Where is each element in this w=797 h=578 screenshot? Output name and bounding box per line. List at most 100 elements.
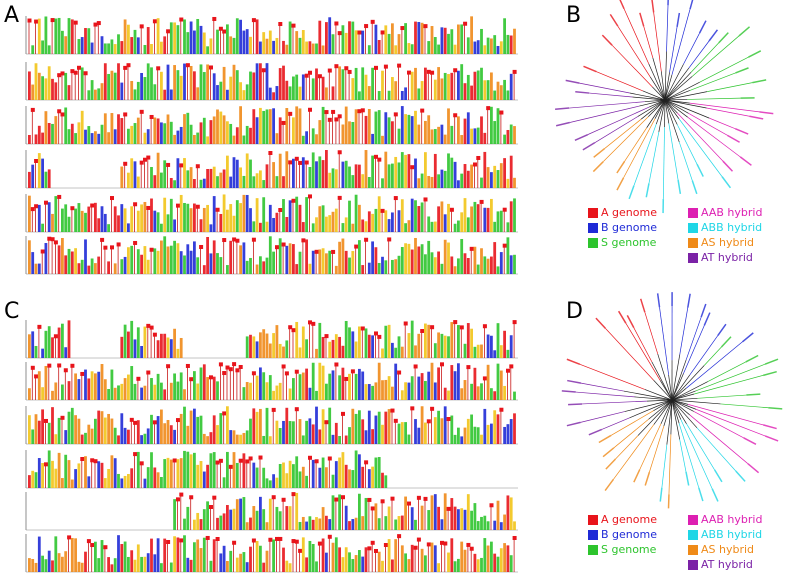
logo-letter (77, 203, 81, 232)
logo-cap (294, 539, 299, 544)
logo-letter (70, 407, 74, 444)
tree-branch (664, 72, 670, 101)
logo-letter (176, 381, 180, 400)
logo-letter (193, 30, 196, 54)
tree-branch (644, 99, 666, 103)
logo-letter (427, 216, 431, 232)
logo-cap (397, 370, 402, 375)
logo-letter (100, 364, 104, 400)
logo-letter (113, 458, 117, 488)
logo-letter (97, 218, 101, 232)
logo-letter (249, 517, 252, 530)
logo-letter (64, 107, 68, 144)
logo-cap (440, 540, 444, 545)
logo-cap (281, 242, 286, 247)
logo-cap (179, 17, 184, 22)
tree-branch (720, 403, 769, 409)
logo-cap (506, 368, 510, 373)
logo-letter (193, 71, 196, 100)
logo-letter (47, 422, 51, 444)
logo-letter (354, 30, 358, 54)
logo-letter (173, 373, 176, 400)
logo-letter (133, 559, 137, 572)
logo-letter (249, 418, 252, 444)
logo-letter (143, 326, 147, 358)
legend-swatch (688, 530, 698, 540)
logo-letter (67, 411, 71, 444)
logo-letter (453, 161, 457, 188)
legend-label: AAB hybrid (701, 513, 762, 526)
tree-branch (697, 394, 747, 399)
logo-letter (265, 63, 269, 100)
logo-cap (96, 21, 101, 26)
logo-cap (67, 535, 72, 540)
logo-cap (308, 455, 312, 460)
logo-letter (480, 177, 483, 188)
logo-cap (416, 537, 421, 542)
logo-letter (506, 495, 510, 530)
logo-cap (248, 456, 253, 461)
logo-letter (54, 468, 58, 488)
logo-letter (298, 347, 302, 358)
logo-letter (440, 27, 444, 54)
logo-letter (186, 244, 190, 274)
logo-letter (513, 177, 516, 188)
logo-cap (291, 539, 296, 544)
logo-letter (493, 520, 497, 530)
logo-cap (258, 455, 263, 460)
logo-cap (327, 456, 332, 461)
logo-letter (384, 112, 388, 144)
logo-letter (334, 422, 338, 444)
logo-letter (41, 132, 44, 144)
tree-leaf-label (734, 128, 749, 135)
logo-cap (40, 249, 45, 254)
logo-letter (311, 128, 315, 144)
logo-letter (37, 125, 41, 144)
logo-cap (314, 459, 319, 464)
legend-swatch (588, 545, 598, 555)
logo-letter (34, 562, 38, 572)
logo-letter (123, 256, 127, 274)
logo-letter (255, 411, 259, 444)
logo-letter (196, 464, 200, 488)
logo-letter (272, 162, 275, 188)
logo-letter (331, 474, 335, 488)
logo-letter (470, 510, 473, 530)
logo-letter (493, 121, 497, 144)
logo-letter (420, 548, 424, 572)
logo-letter (232, 157, 236, 188)
logo-cap (146, 323, 151, 328)
logo-letter (308, 540, 312, 572)
logo-letter (262, 32, 266, 54)
tree-leaf-label (593, 147, 606, 158)
logo-letter (285, 151, 289, 188)
logo-letter (394, 539, 398, 572)
logo-letter (433, 545, 437, 572)
logo-letter (189, 454, 193, 488)
logo-letter (146, 63, 150, 100)
logo-letter (226, 24, 229, 54)
logo-letter (288, 563, 292, 572)
logo-letter (189, 167, 193, 188)
logo-letter (348, 21, 351, 54)
logo-letter (315, 561, 318, 572)
tree-branch (589, 92, 633, 98)
tree-leaf-label (687, 293, 691, 308)
logo-letter (47, 122, 51, 144)
logo-letter (265, 164, 269, 188)
logo-cap (251, 371, 256, 376)
logo-letter (235, 18, 239, 54)
logo-letter (229, 240, 233, 274)
logo-letter (473, 553, 477, 572)
logo-letter (169, 562, 173, 572)
logo-letter (77, 122, 81, 144)
tree-branch (699, 56, 749, 83)
logo-letter (358, 550, 361, 572)
logo-letter (47, 202, 51, 232)
logo-letter (420, 202, 424, 232)
tree-branch (663, 399, 673, 427)
logo-letter (97, 558, 101, 572)
logo-letter (235, 434, 239, 444)
logo-letter (166, 457, 170, 488)
logo-letter (476, 204, 480, 232)
